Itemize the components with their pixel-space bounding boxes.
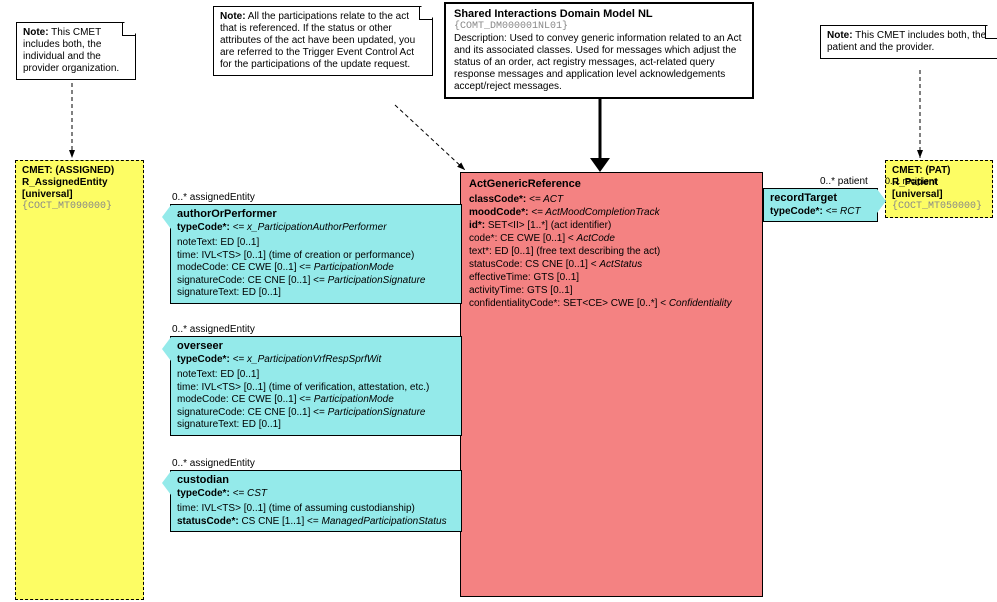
main-title-desc: Description: Used to convey generic info…: [454, 33, 744, 93]
act-title: ActGenericReference: [469, 177, 754, 191]
main-title-code: {COMT_DM000001NL01}: [454, 21, 744, 33]
custodian-box: custodian typeCode*: <= CST time: IVL<TS…: [170, 470, 462, 532]
note-left: Note: This CMET includes both, the indiv…: [16, 22, 136, 80]
overseer-name: overseer: [177, 340, 455, 354]
custodian-body: time: IVL<TS> [0..1] (time of assuming c…: [171, 503, 461, 531]
cmet-left-l3: [universal]: [22, 189, 137, 201]
arrow-note-to-act: [395, 105, 465, 170]
note-center-title: Note:: [220, 11, 246, 22]
overseer-box: overseer typeCode*: <= x_ParticipationVr…: [170, 336, 462, 436]
note-right: Note: This CMET includes both, the patie…: [820, 25, 997, 59]
note-right-title: Note:: [827, 30, 853, 41]
custodian-typeline: typeCode*: <= CST: [177, 488, 455, 501]
cmet-left-l4: {COCT_MT090000}: [22, 201, 137, 213]
author-name: authorOrPerformer: [177, 208, 455, 222]
overseer-typeline: typeCode*: <= x_ParticipationVrfRespSprf…: [177, 354, 455, 367]
cmet-right-l4: {COCT_MT050000}: [892, 201, 986, 213]
recordtarget-mult-left: 0..* patient: [820, 176, 868, 187]
cmet-right: CMET: (PAT) R_Patient [universal] {COCT_…: [885, 160, 993, 218]
recordtarget-mult-right: 0..1 recipient: [885, 176, 937, 186]
note-center: Note: All the participations relate to t…: [213, 6, 433, 76]
author-body: noteText: ED [0..1]time: IVL<TS> [0..1] …: [171, 237, 461, 303]
note-left-title: Note:: [23, 27, 49, 38]
note-center-body: All the participations relate to the act…: [220, 11, 415, 70]
main-title-box: Shared Interactions Domain Model NL {COM…: [444, 2, 754, 99]
main-title-heading: Shared Interactions Domain Model NL: [454, 8, 744, 21]
author-box: authorOrPerformer typeCode*: <= x_Partic…: [170, 204, 462, 304]
custodian-name: custodian: [177, 474, 455, 488]
cmet-right-l3: [universal]: [892, 189, 986, 201]
custodian-mult: 0..* assignedEntity: [172, 458, 255, 469]
arrow-title-to-act-head: [590, 158, 610, 172]
overseer-mult: 0..* assignedEntity: [172, 324, 255, 335]
act-generic-reference-box: ActGenericReference classCode*: <= ACTmo…: [460, 172, 763, 597]
author-typeline: typeCode*: <= x_ParticipationAuthorPerfo…: [177, 222, 455, 235]
author-mult: 0..* assignedEntity: [172, 192, 255, 203]
recordtarget-box: recordTarget typeCode*: <= RCT: [763, 188, 878, 222]
cmet-left-l1: CMET: (ASSIGNED): [22, 165, 137, 177]
recordtarget-name: recordTarget: [770, 192, 871, 206]
act-lines: classCode*: <= ACTmoodCode*: <= ActMoodC…: [469, 193, 754, 310]
recordtarget-typeline: typeCode*: <= RCT: [770, 206, 871, 219]
cmet-left: CMET: (ASSIGNED) R_AssignedEntity [unive…: [15, 160, 144, 600]
cmet-left-l2: R_AssignedEntity: [22, 177, 137, 189]
overseer-body: noteText: ED [0..1]time: IVL<TS> [0..1] …: [171, 369, 461, 435]
